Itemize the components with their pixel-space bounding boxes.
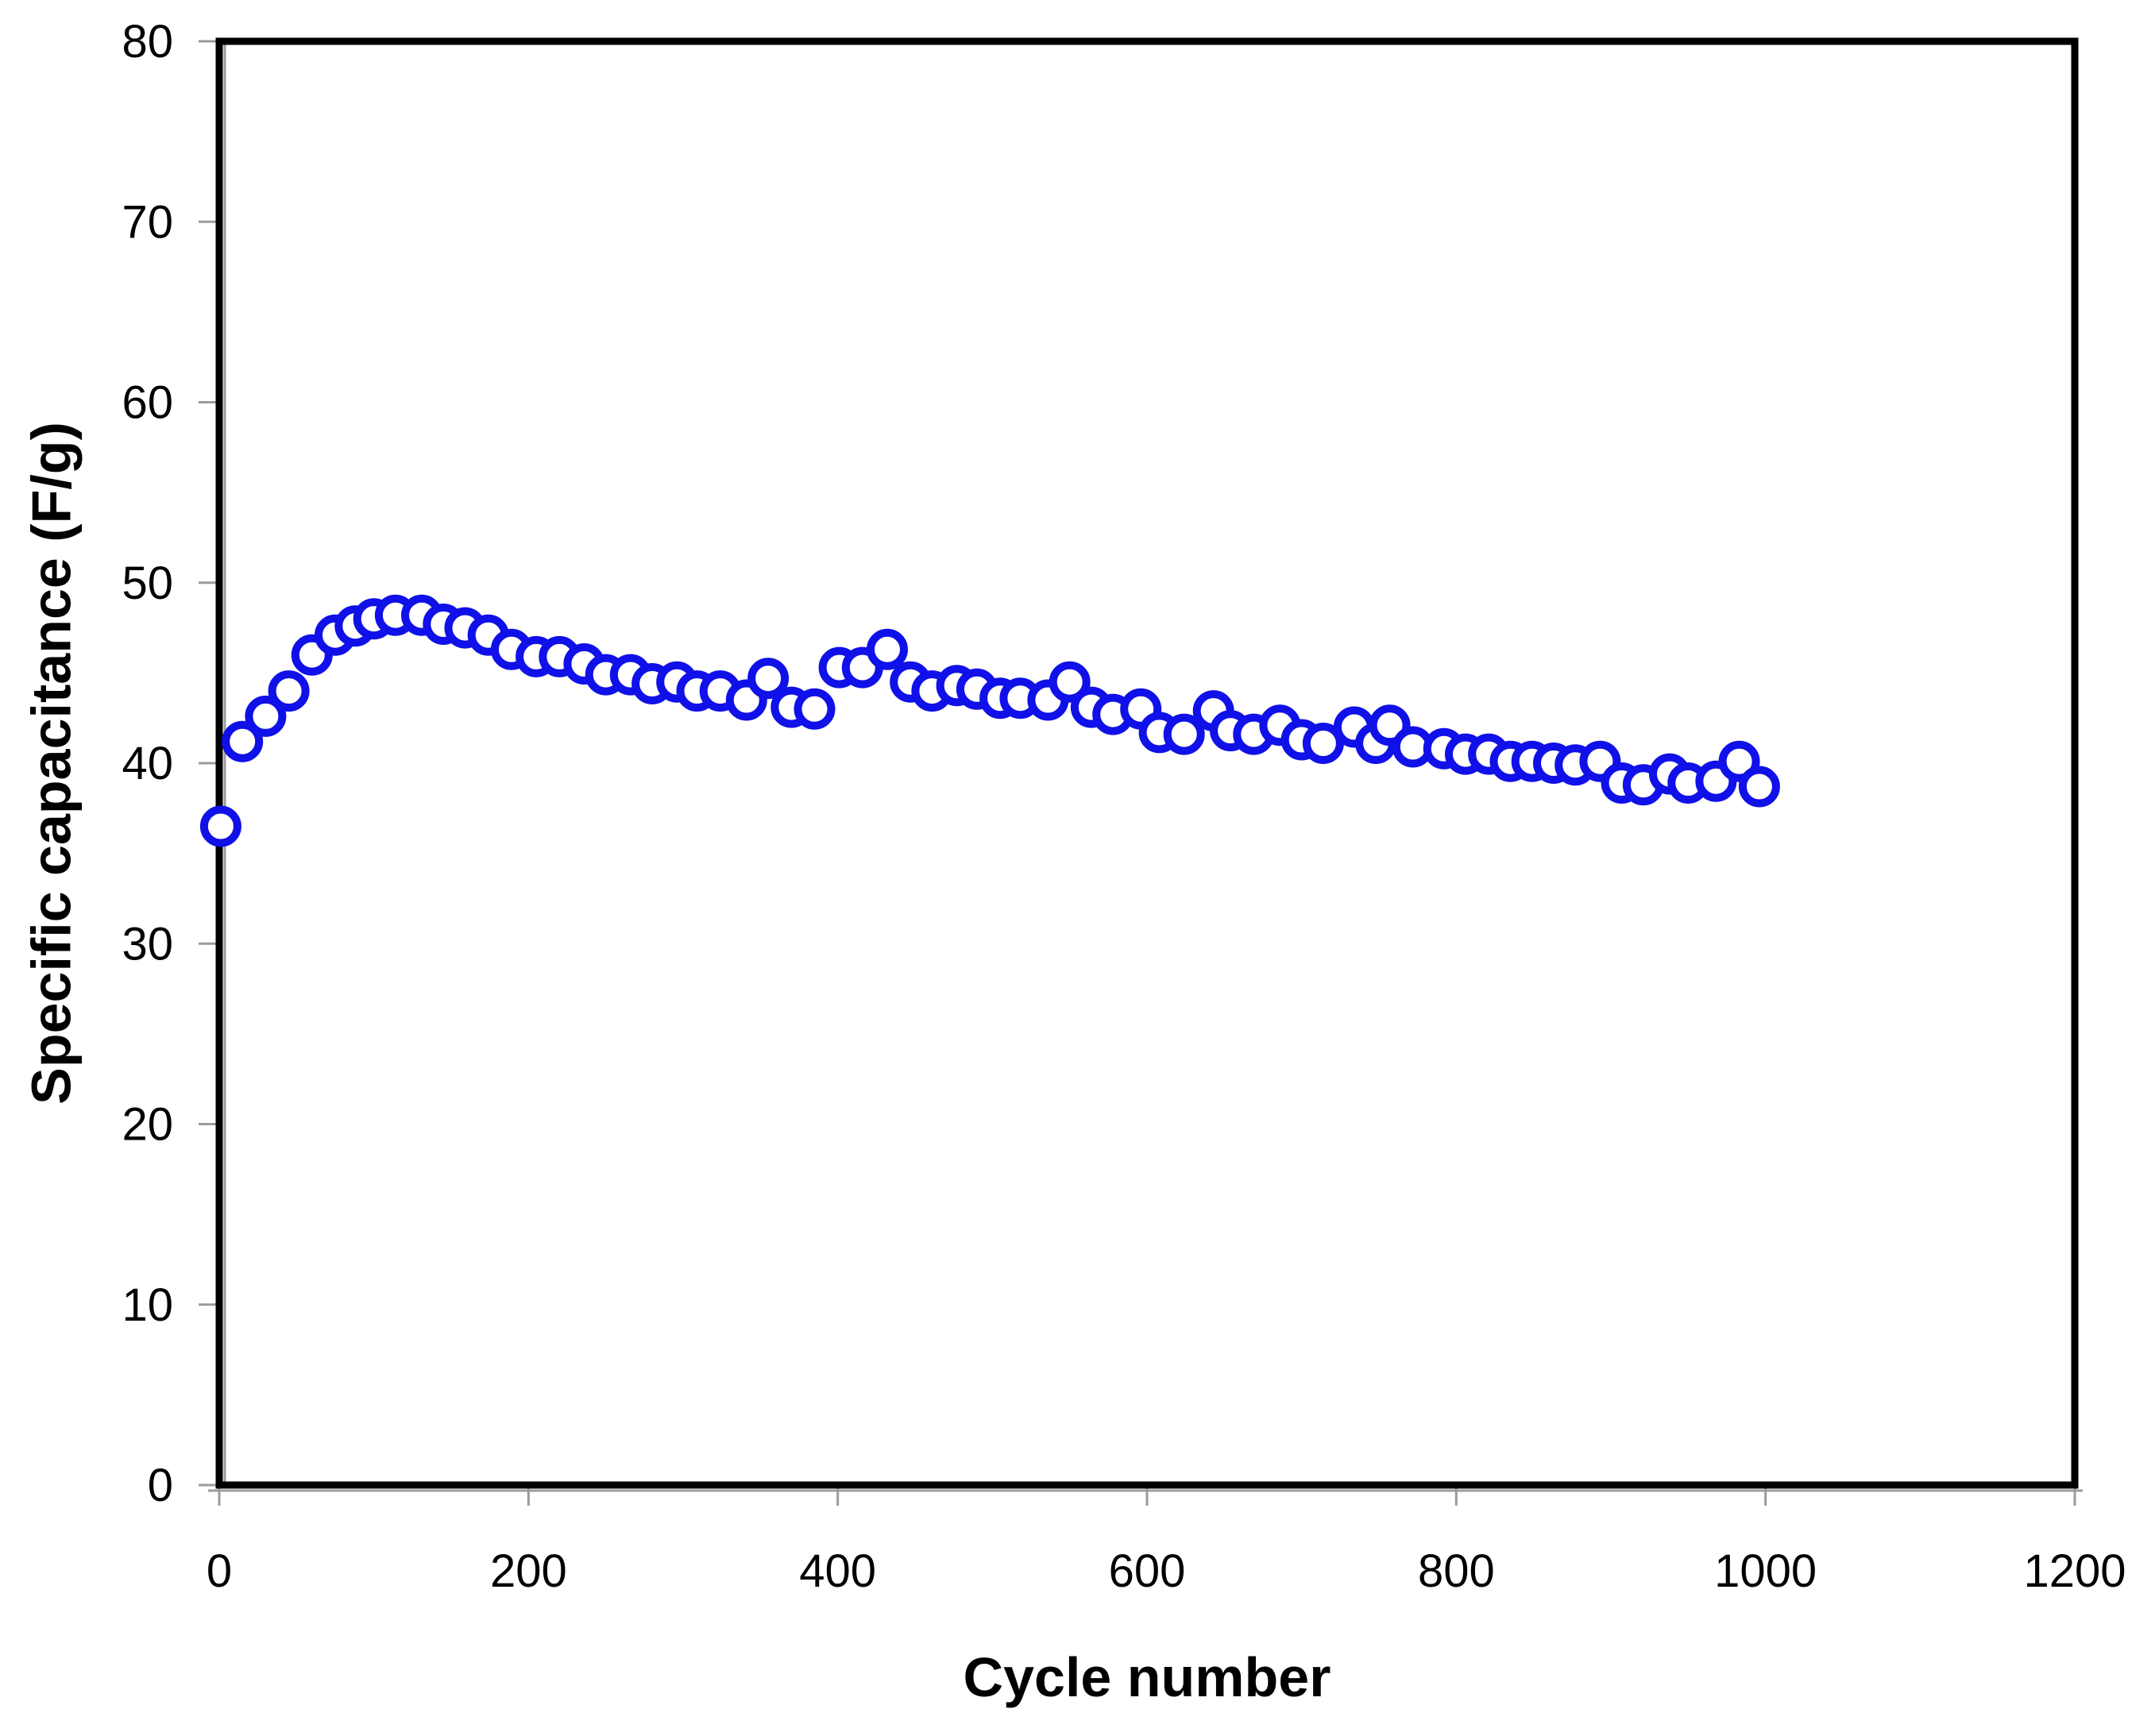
data-point-marker — [747, 658, 790, 700]
plot-border — [215, 37, 2079, 1489]
y-tick-labels: 0 10 20 30 40 50 60 70 80 — [122, 16, 173, 1511]
y-tick-label: 30 — [122, 918, 173, 970]
data-points — [199, 594, 1780, 847]
data-point-marker — [199, 805, 241, 847]
y-tick-label: 70 — [122, 196, 173, 248]
data-point-marker — [1302, 723, 1344, 764]
x-tick-label: 1200 — [2023, 1545, 2126, 1597]
x-tick-label: 800 — [1418, 1545, 1495, 1597]
y-tick-label: 10 — [122, 1279, 173, 1331]
axis-shadow-lines — [208, 38, 2083, 1492]
data-point-marker — [222, 720, 264, 762]
data-point-marker — [245, 695, 287, 737]
x-tick-labels: 0 200 400 600 800 1000 1200 — [207, 1545, 2126, 1597]
data-point-marker — [794, 688, 836, 730]
data-point-marker — [1163, 713, 1205, 755]
data-point-marker — [1049, 661, 1091, 703]
data-point-marker — [867, 628, 908, 670]
y-tick-label: 60 — [122, 377, 173, 429]
x-axis-title: Cycle number — [964, 1646, 1331, 1708]
y-tick-label: 80 — [122, 16, 173, 68]
y-tick-label: 20 — [122, 1099, 173, 1151]
x-tick-label: 400 — [799, 1545, 876, 1597]
y-axis-ticks — [199, 40, 218, 1487]
x-tick-label: 0 — [207, 1545, 232, 1597]
x-tick-label: 1000 — [1714, 1545, 1817, 1597]
y-tick-label: 0 — [148, 1460, 173, 1511]
y-axis-title: Specific capacitance (F/g) — [21, 422, 83, 1105]
x-tick-label: 200 — [490, 1545, 567, 1597]
x-tick-label: 600 — [1109, 1545, 1186, 1597]
data-point-marker — [1738, 766, 1780, 808]
data-point-marker — [268, 670, 310, 712]
y-tick-label: 50 — [122, 557, 173, 609]
x-axis-ticks — [218, 1487, 2076, 1506]
y-tick-label: 40 — [122, 738, 173, 789]
